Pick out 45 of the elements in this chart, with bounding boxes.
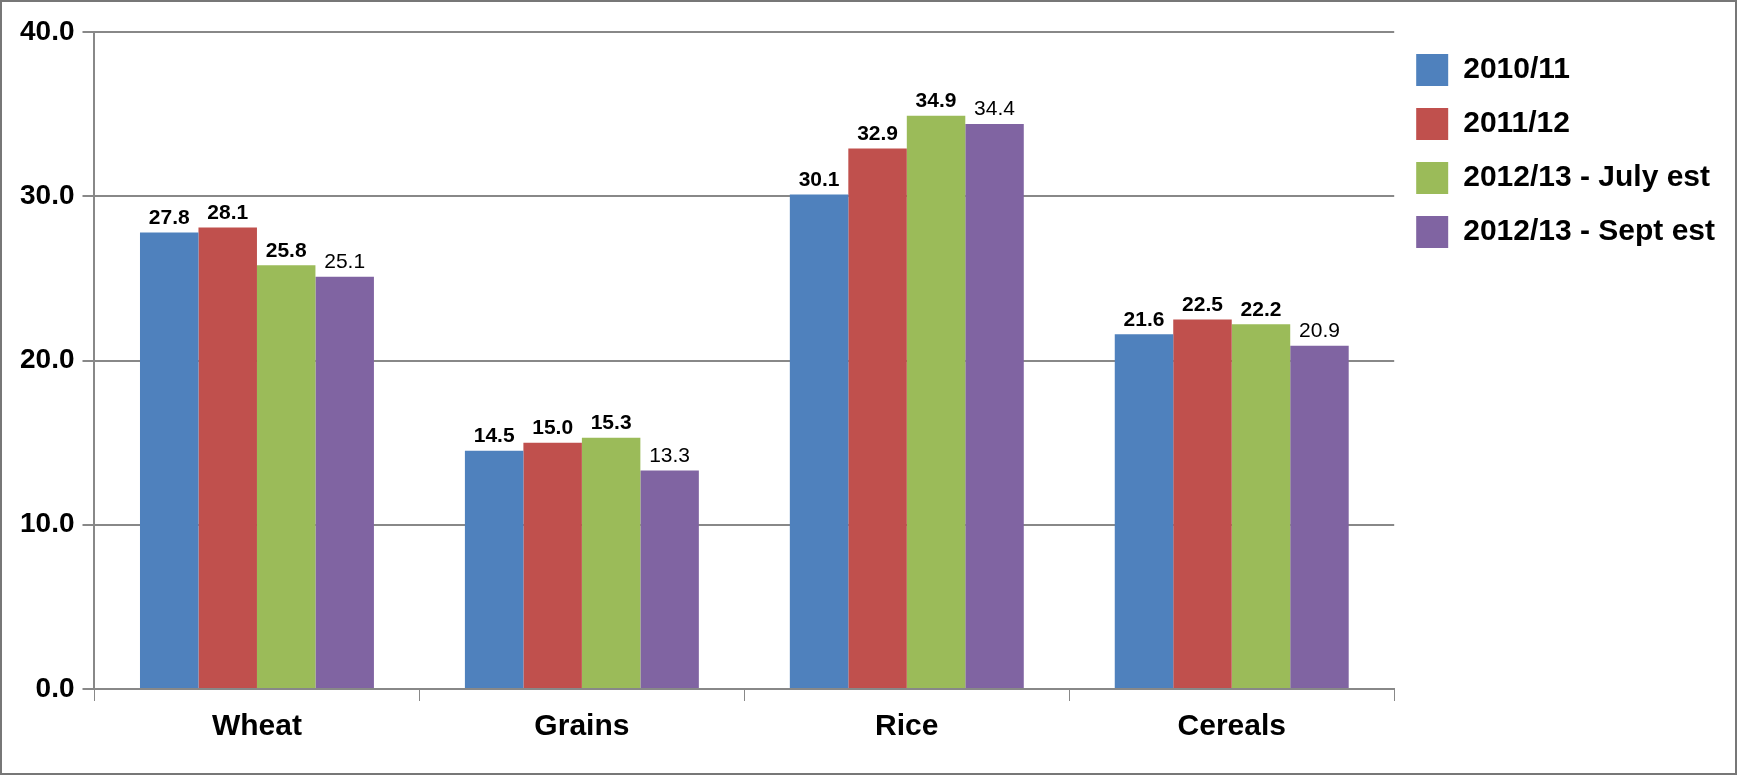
data-label: 20.9 — [1299, 318, 1340, 342]
data-label: 27.8 — [148, 204, 190, 228]
y-tick-label: 0.0 — [35, 671, 75, 703]
x-tick-label: Wheat — [211, 708, 302, 742]
bar — [256, 265, 316, 688]
data-label: 22.5 — [1182, 291, 1224, 315]
x-tick-label: Cereals — [1177, 708, 1286, 742]
y-tick-label: 10.0 — [20, 507, 75, 539]
bar — [1114, 334, 1174, 688]
data-label: 30.1 — [798, 166, 840, 190]
bar — [848, 148, 907, 688]
data-label: 25.8 — [265, 237, 307, 261]
data-label: 14.5 — [473, 423, 515, 447]
bar — [523, 442, 582, 688]
y-tick-label: 40.0 — [20, 14, 75, 46]
bar — [315, 276, 374, 688]
bar — [581, 437, 641, 688]
data-label: 15.0 — [532, 414, 574, 438]
y-tick-label: 30.0 — [20, 178, 75, 210]
bar — [464, 450, 524, 688]
bar — [1231, 324, 1291, 688]
x-tick-label: Grains — [534, 708, 630, 742]
data-label: 21.6 — [1123, 306, 1165, 330]
data-label: 25.1 — [324, 249, 366, 273]
bar — [139, 232, 199, 688]
data-label: 32.9 — [857, 120, 898, 144]
bar — [789, 194, 849, 688]
bar — [906, 115, 966, 688]
data-label: 13.3 — [649, 442, 691, 466]
legend-label: 2012/13 - Sept est — [1463, 213, 1716, 247]
bar — [640, 470, 699, 688]
legend-label: 2012/13 - July est — [1463, 159, 1711, 193]
bar — [1290, 345, 1349, 688]
data-label: 28.1 — [207, 199, 249, 223]
y-tick-label: 20.0 — [20, 343, 75, 375]
data-label: 34.4 — [974, 96, 1016, 120]
legend-label: 2010/11 — [1463, 51, 1570, 85]
data-label: 34.9 — [915, 88, 957, 112]
x-tick-label: Rice — [875, 708, 939, 742]
bar — [965, 123, 1024, 688]
data-label: 15.3 — [590, 409, 632, 433]
legend-label: 2011/12 — [1463, 105, 1570, 139]
bar — [1173, 319, 1232, 688]
data-label: 22.2 — [1240, 296, 1282, 320]
bar — [198, 227, 257, 688]
